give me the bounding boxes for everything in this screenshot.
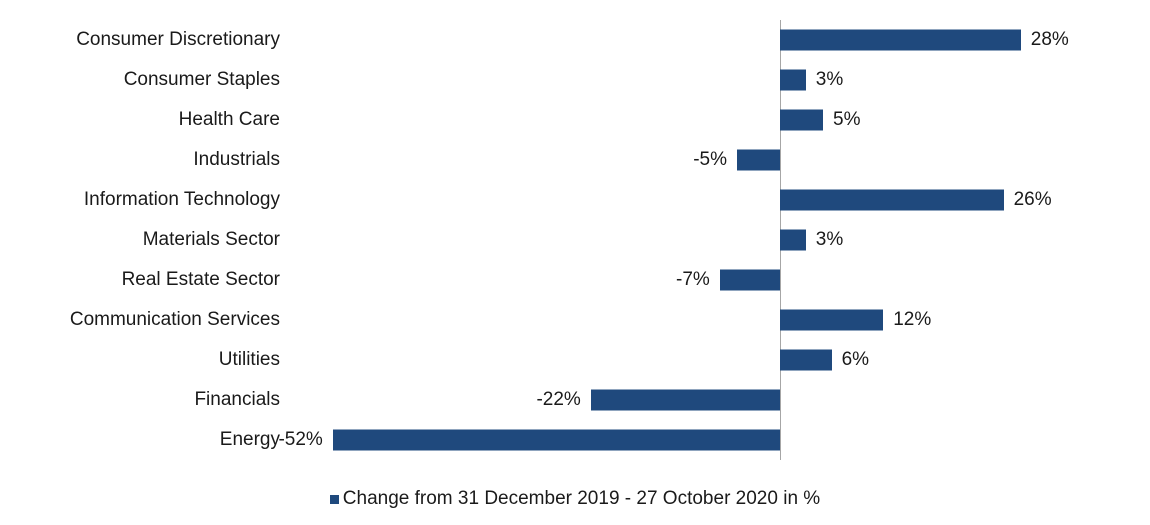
value-label: 3% bbox=[816, 229, 843, 251]
bar bbox=[780, 190, 1004, 211]
value-label: 26% bbox=[1014, 189, 1052, 211]
category-label: Information Technology bbox=[84, 189, 280, 211]
legend-marker bbox=[330, 495, 339, 504]
category-label: Communication Services bbox=[70, 309, 280, 331]
chart-row: Financials -22% bbox=[0, 380, 1150, 420]
plot-area: Consumer Discretionary 28% Consumer Staple… bbox=[0, 20, 1150, 460]
bar bbox=[780, 310, 883, 331]
value-label: 12% bbox=[893, 309, 931, 331]
chart-row: Materials Sector 3% bbox=[0, 220, 1150, 260]
value-label: 3% bbox=[816, 69, 843, 91]
category-label: Energy bbox=[220, 429, 280, 451]
value-label: -7% bbox=[676, 269, 710, 291]
category-label: Consumer Staples bbox=[124, 69, 280, 91]
chart-row: Energy-52% bbox=[0, 420, 1150, 460]
chart-row: Information Technology 26% bbox=[0, 180, 1150, 220]
value-label: 5% bbox=[833, 109, 860, 131]
bar bbox=[720, 270, 780, 291]
bar bbox=[780, 30, 1021, 51]
category-label: Consumer Discretionary bbox=[76, 29, 280, 51]
chart-row: Consumer Staples 3% bbox=[0, 60, 1150, 100]
legend-label: Change from 31 December 2019 - 27 Octobe… bbox=[343, 488, 820, 509]
chart-row: Consumer Discretionary 28% bbox=[0, 20, 1150, 60]
category-label: Utilities bbox=[219, 349, 280, 371]
category-label: Real Estate Sector bbox=[122, 269, 280, 291]
chart-row: Health Care 5% bbox=[0, 100, 1150, 140]
bar bbox=[737, 150, 780, 171]
bar bbox=[780, 70, 806, 91]
bar bbox=[780, 230, 806, 251]
chart-row: Real Estate Sector -7% bbox=[0, 260, 1150, 300]
value-label: 6% bbox=[842, 349, 869, 371]
category-label: Health Care bbox=[179, 109, 280, 131]
chart-row: Utilities 6% bbox=[0, 340, 1150, 380]
legend: Change from 31 December 2019 - 27 Octobe… bbox=[0, 488, 1150, 510]
bar bbox=[591, 390, 780, 411]
bar bbox=[780, 350, 832, 371]
chart-row: Communication Services 12% bbox=[0, 300, 1150, 340]
value-label: 28% bbox=[1031, 29, 1069, 51]
category-label: Industrials bbox=[193, 149, 280, 171]
category-label: Materials Sector bbox=[143, 229, 280, 251]
value-label: -22% bbox=[536, 389, 580, 411]
bar bbox=[780, 110, 823, 131]
chart-row: Industrials -5% bbox=[0, 140, 1150, 180]
value-label: -52% bbox=[278, 429, 322, 451]
category-label: Financials bbox=[194, 389, 280, 411]
value-label: -5% bbox=[693, 149, 727, 171]
sector-change-bar-chart: Consumer Discretionary 28% Consumer Staple… bbox=[0, 0, 1150, 525]
bar bbox=[333, 430, 780, 451]
